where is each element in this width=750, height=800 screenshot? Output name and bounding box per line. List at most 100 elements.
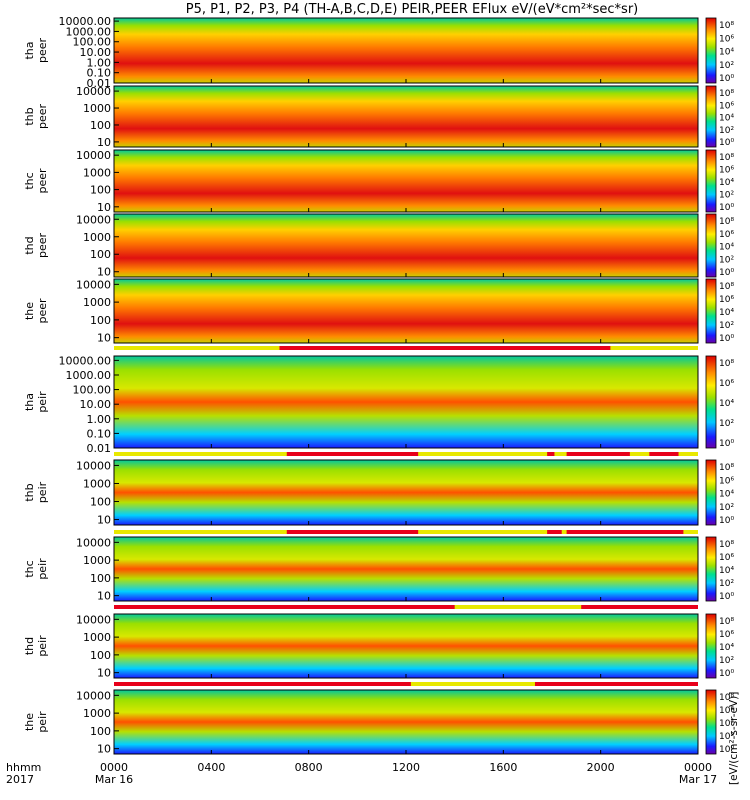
colorbar-tick-label: 10⁶ (719, 101, 734, 111)
panel-species-label: peir (36, 635, 49, 657)
colorbar-tick-label: 10⁸ (719, 359, 734, 369)
y-tick-label: 10 (97, 266, 111, 279)
y-tick-label: 10 (97, 136, 111, 149)
spectrogram-image (114, 614, 698, 678)
colorbar-tick-label: 10⁸ (719, 693, 734, 703)
colorbar-tick-label: 10⁶ (719, 476, 734, 486)
colorbar-tick-label: 10⁸ (719, 89, 734, 99)
spectrogram-image (114, 690, 698, 754)
quality-flag-segment (114, 605, 455, 609)
panel-species-label: peir (36, 558, 49, 580)
y-tick-label: 1000.00 (66, 369, 112, 382)
y-tick-label: 10 (97, 667, 111, 680)
colorbar-tick-label: 10⁰ (719, 592, 734, 602)
panel-probe-label: thc (23, 560, 36, 577)
colorbar-tick-label: 10⁰ (719, 439, 734, 449)
colorbar-tick-label: 10⁶ (719, 166, 734, 176)
panel-thb-peir: 10000 1000 100 10 thb peir 10⁸ 10⁶ 10⁴ 10² 10⁰ (23, 459, 734, 526)
x-tick-label: 0000 (684, 761, 712, 774)
colorbar-axis-label: [eV/(cm²-s-sr-eV)] (728, 692, 740, 785)
colorbar-tick-label: 10² (719, 255, 734, 265)
y-tick-label: 10 (97, 590, 111, 603)
quality-flags-group (114, 346, 698, 686)
colorbar-tick-label: 10⁴ (719, 490, 734, 500)
panel-probe-label: the (23, 713, 36, 731)
colorbar (705, 85, 717, 148)
figure-title: P5, P1, P2, P3, P4 (TH-A,B,C,D,E) PEIR,P… (186, 2, 639, 17)
colorbar-tick-label: 10⁸ (719, 282, 734, 292)
y-tick-label: 1000 (83, 296, 111, 309)
panel-species-label: peer (36, 38, 49, 64)
y-tick-label: 10000 (76, 85, 111, 98)
y-tick-label: 0.01 (87, 442, 112, 455)
colorbar-tick-label: 10⁸ (719, 540, 734, 550)
x-tick-date-label: Mar 17 (679, 773, 717, 786)
colorbar-tick-label: 10⁰ (719, 334, 734, 344)
colorbar-tick-label: 10⁶ (719, 379, 734, 389)
colorbar-tick-label: 10² (719, 61, 734, 71)
quality-flag-segment (566, 530, 684, 534)
quality-flag-segment (279, 346, 611, 350)
quality-flag-segment (581, 605, 698, 609)
colorbar-tick-label: 10⁰ (719, 745, 734, 755)
colorbar (705, 689, 717, 755)
y-tick-label: 10000 (76, 536, 111, 549)
y-tick-label: 1000 (83, 554, 111, 567)
spectrogram-image (114, 150, 698, 212)
y-tick-label: 10000 (76, 278, 111, 291)
panel-probe-label: tha (23, 393, 36, 411)
quality-flag-bar (114, 452, 698, 456)
y-tick-label: 10000 (76, 149, 111, 162)
y-tick-label: 100 (90, 725, 111, 738)
y-tick-label: 10000 (76, 613, 111, 626)
colorbar-tick-label: 10² (719, 191, 734, 201)
colorbar-tick-label: 10⁰ (719, 516, 734, 526)
colorbar-tick-label: 10⁶ (719, 34, 734, 44)
colorbar (705, 17, 717, 84)
quality-flag-bar (114, 605, 698, 609)
y-tick-label: 1.00 (87, 413, 112, 426)
quality-flag-segment (114, 682, 411, 686)
panel-probe-label: the (23, 302, 36, 320)
y-tick-label: 10 (97, 514, 111, 527)
panel-species-label: peer (36, 168, 49, 194)
colorbar (705, 149, 717, 213)
panel-species-label: peer (36, 298, 49, 324)
y-tick-label: 10 (97, 201, 111, 214)
y-tick-label: 1000 (83, 231, 111, 244)
panels-group: 10000.001000.00100.0010.001.000.100.01th… (23, 15, 734, 756)
spectrogram-image (114, 537, 698, 601)
colorbar (705, 355, 717, 449)
quality-flag-bar (114, 530, 698, 534)
y-tick-label: 100 (90, 572, 111, 585)
y-tick-label: 1000 (83, 102, 111, 115)
panel-probe-label: thb (23, 107, 36, 125)
colorbar-tick-label: 10⁰ (719, 203, 734, 213)
x-tick-label: 2000 (587, 761, 615, 774)
panel-thd-peer: 10000 1000 100 10 thd peer 10⁸ 10⁶ 10⁴ 10² 10⁰ (23, 213, 734, 278)
y-tick-label: 100 (90, 248, 111, 261)
panel-the-peer: 10000 1000 100 10 the peer 10⁸ 10⁶ 10⁴ 10² 10⁰ (23, 278, 734, 344)
y-tick-label: 10000.00 (59, 354, 112, 367)
x-tick-label: 0400 (197, 761, 225, 774)
colorbar-tick-label: 10⁴ (719, 243, 734, 253)
panel-probe-label: thd (23, 637, 36, 655)
spectrogram-image (114, 86, 698, 147)
colorbar-tick-label: 10⁸ (719, 217, 734, 227)
y-tick-label: 100 (90, 314, 111, 327)
y-tick-label: 10.00 (80, 398, 112, 411)
panel-thc-peer: 10000 1000 100 10 thc peer 10⁸ 10⁶ 10⁴ 10² 10⁰ (23, 149, 734, 214)
time-axis-row2-label: 2017 (6, 773, 34, 786)
colorbar-tick-label: 10⁶ (719, 706, 734, 716)
y-tick-label: 100 (90, 119, 111, 132)
colorbar-tick-label: 10⁶ (719, 295, 734, 305)
y-tick-label: 100 (90, 649, 111, 662)
colorbar-tick-label: 10² (719, 579, 734, 589)
colorbar-tick-label: 10² (719, 732, 734, 742)
quality-flag-segment (547, 530, 562, 534)
colorbar-tick-label: 10² (719, 503, 734, 513)
x-tick-label: 0000 (100, 761, 128, 774)
spectrogram-image (114, 18, 698, 83)
